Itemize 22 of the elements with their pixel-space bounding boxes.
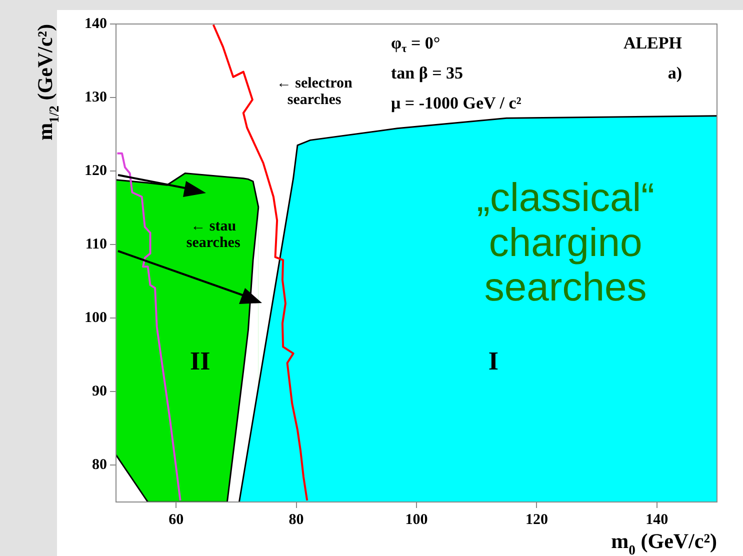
x-tick-label: 80: [288, 512, 304, 528]
y-tick-label: 130: [84, 89, 107, 106]
y-tick-label: 110: [85, 236, 107, 252]
y-tick-label: 140: [84, 16, 107, 32]
y-axis-title: m1/2 (GeV/c²): [33, 24, 62, 140]
x-tick-label: 60: [168, 512, 184, 528]
y-tick-label: 80: [92, 457, 107, 474]
x-tick-label: 100: [405, 512, 428, 528]
y-tick-label: 90: [92, 384, 107, 400]
y-tick-label: 100: [84, 310, 107, 326]
annotation: ALEPH: [623, 33, 682, 52]
annotation: μ = -1000 GeV / c²: [391, 93, 522, 112]
y-tick-label: 120: [84, 162, 107, 179]
annotation: a): [668, 63, 682, 82]
x-tick-label: 140: [646, 512, 668, 528]
annotation: II: [190, 346, 210, 376]
annotation: tan β = 35: [391, 63, 464, 82]
annotation: ← selectron searches: [276, 75, 353, 108]
annotation: „classical“ chargino searches: [476, 176, 654, 310]
annotation: I: [488, 346, 498, 376]
annotation: ← stau searches: [186, 218, 240, 252]
x-tick-label: 120: [525, 512, 548, 528]
